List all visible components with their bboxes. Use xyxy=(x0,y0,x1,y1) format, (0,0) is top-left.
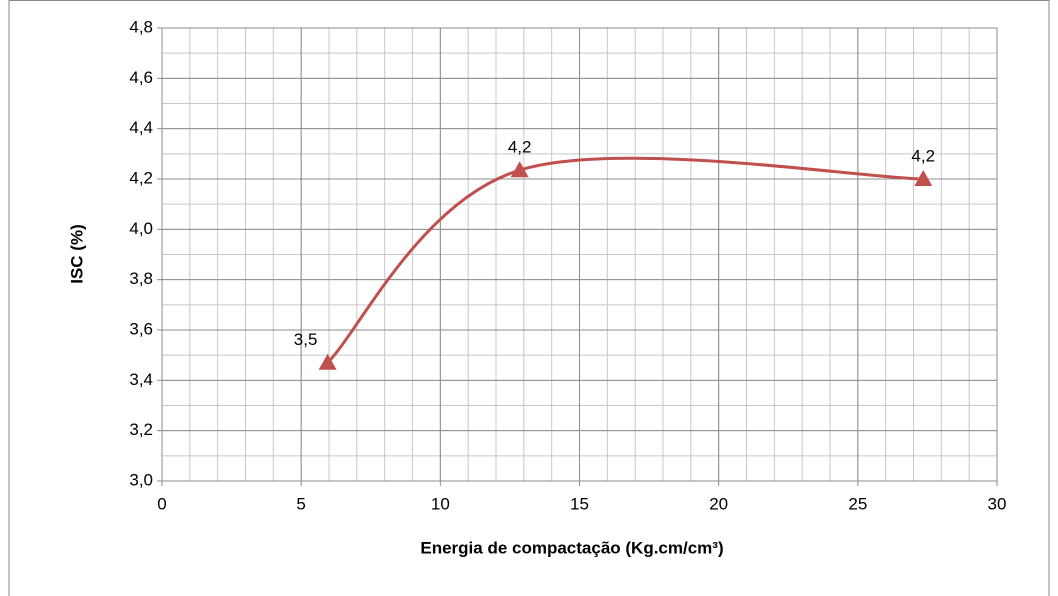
x-tick-label: 0 xyxy=(157,494,166,513)
y-tick-label: 3,6 xyxy=(129,319,153,338)
data-label: 3,5 xyxy=(294,330,318,349)
x-tick-label: 10 xyxy=(431,494,450,513)
x-tick-label: 20 xyxy=(709,494,728,513)
data-label: 4,2 xyxy=(911,146,935,165)
x-tick-label: 30 xyxy=(988,494,1007,513)
marker xyxy=(914,170,933,186)
data-label: 4,2 xyxy=(508,138,532,157)
y-tick-label: 3,2 xyxy=(129,420,153,439)
marker xyxy=(318,353,337,370)
x-tick-label: 15 xyxy=(570,494,589,513)
y-tick-label: 4,4 xyxy=(129,118,153,137)
y-tick-label: 3,8 xyxy=(129,269,153,288)
x-axis-title: Energia de compactação (Kg.cm/cm³) xyxy=(420,538,723,557)
y-tick-label: 3,4 xyxy=(129,370,153,389)
x-tick-label: 25 xyxy=(848,494,867,513)
chart-border xyxy=(8,0,1050,596)
x-tick-label: 5 xyxy=(296,494,305,513)
y-tick-label: 4,8 xyxy=(129,17,153,36)
y-tick-label: 4,0 xyxy=(129,219,153,238)
y-tick-label: 4,2 xyxy=(129,168,153,187)
y-tick-label: 3,0 xyxy=(129,470,153,489)
y-tick-label: 4,6 xyxy=(129,68,153,87)
series-line xyxy=(326,156,924,364)
plot-border xyxy=(161,27,998,482)
y-axis-title: ISC (%) xyxy=(67,224,86,284)
marker xyxy=(510,161,529,178)
